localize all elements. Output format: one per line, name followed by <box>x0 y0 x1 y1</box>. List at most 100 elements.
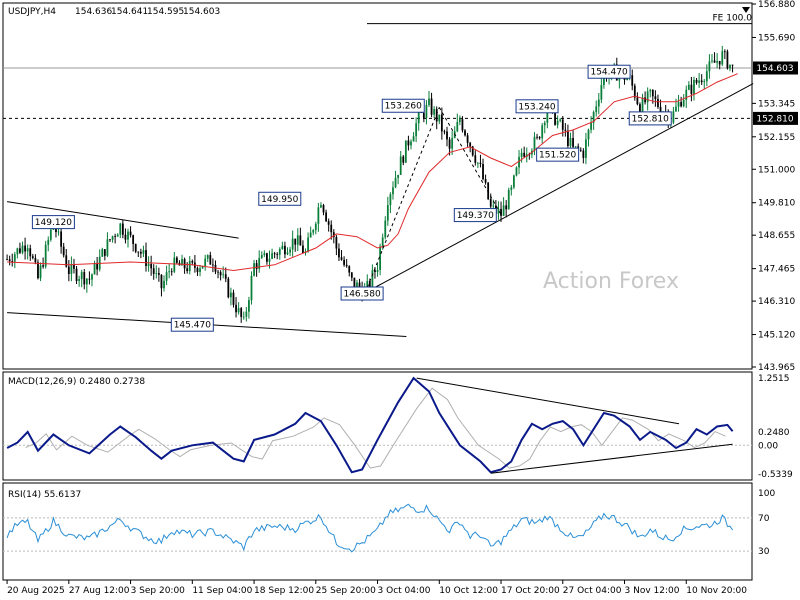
price-axis-label: 151.000 <box>758 165 795 175</box>
ohlc-close: 154.603 <box>183 7 220 17</box>
candle-body <box>585 139 587 158</box>
candle-body <box>219 272 222 276</box>
candle-body <box>512 175 515 188</box>
price-label-text: 149.950 <box>261 195 298 205</box>
candle-body <box>729 64 731 69</box>
macd-axis-label: 0.2480 <box>758 428 790 438</box>
candle-body <box>21 245 24 253</box>
candle-body <box>448 139 451 149</box>
candle-body <box>489 199 492 207</box>
candle-body <box>26 248 29 252</box>
candle-body <box>592 112 595 123</box>
price-axis-label: 146.310 <box>758 297 795 307</box>
price-label-box <box>31 215 75 230</box>
time-axis-label: 18 Sep 12:00 <box>254 586 314 596</box>
candle-body <box>160 274 163 289</box>
candle-body <box>358 282 361 289</box>
candle-body <box>399 156 402 175</box>
price-trendline <box>7 201 239 239</box>
candle-body <box>309 232 312 238</box>
candle-body <box>567 130 569 146</box>
candle-body <box>515 167 518 176</box>
candle-body <box>646 91 649 103</box>
price-axis-label: 155.690 <box>758 33 795 43</box>
candle-body <box>407 140 410 146</box>
candle-body <box>723 51 726 53</box>
price-trendline <box>361 83 754 295</box>
candle-body <box>379 246 382 270</box>
candle-body <box>60 231 63 247</box>
candle-body <box>230 292 232 298</box>
candle-body <box>121 223 124 235</box>
price-label-text: 146.580 <box>343 290 380 300</box>
candle-body <box>163 280 165 289</box>
candle-body <box>368 281 371 287</box>
candle-body <box>42 265 45 267</box>
candle-body <box>268 258 271 262</box>
macd-axis-label: -0.5339 <box>758 470 793 480</box>
candle-body <box>65 255 68 267</box>
candle-body <box>157 273 160 275</box>
rsi-axis-label: 100 <box>758 489 775 499</box>
candle-body <box>224 274 227 279</box>
price-label-text: 149.120 <box>35 218 72 228</box>
candle-body <box>685 89 688 100</box>
macd-line <box>6 376 734 474</box>
price-label-text: 152.810 <box>632 114 669 124</box>
candle-body <box>85 278 88 285</box>
time-axis-label: 10 Oct 12:00 <box>439 586 498 596</box>
key-level-badge <box>753 111 798 125</box>
candle-body <box>150 263 153 269</box>
price-label-box <box>628 111 672 126</box>
watermark: Action Forex <box>543 269 679 294</box>
candle-body <box>556 120 559 125</box>
price-axis-label: 143.965 <box>758 363 795 373</box>
candle-body <box>253 263 255 276</box>
candle-body <box>541 125 544 139</box>
candle-body <box>376 269 379 273</box>
candle-body <box>101 249 104 257</box>
candle-body <box>402 156 405 163</box>
collapse-triangle-icon[interactable] <box>742 7 750 13</box>
candle-body <box>474 155 477 163</box>
candle-body <box>80 272 83 280</box>
candle-body <box>430 98 433 115</box>
candle-body <box>497 208 500 214</box>
candle-body <box>726 51 729 69</box>
ema-line <box>7 73 738 272</box>
candle-body <box>211 264 214 266</box>
candle-body <box>199 268 201 272</box>
candle-body <box>37 262 39 279</box>
candle-body <box>471 146 474 156</box>
candle-body <box>487 182 490 200</box>
candle-body <box>165 272 168 281</box>
candle-body <box>438 114 441 122</box>
candle-body <box>695 79 698 83</box>
price-axis-label: 149.810 <box>758 199 795 209</box>
candle-body <box>91 274 93 280</box>
candle-body <box>314 223 317 231</box>
candle-body <box>389 194 392 206</box>
macd-axis: 1.2515 0.2480 0.00 -0.5339 <box>758 374 793 480</box>
macd-pane-frame <box>2 371 753 481</box>
time-axis-label: 3 Nov 12:00 <box>625 586 680 596</box>
candle-body <box>451 137 454 149</box>
price-label-box <box>381 98 425 113</box>
candle-body <box>443 131 446 133</box>
candle-body <box>458 119 461 122</box>
rsi-axis: 100 70 30 <box>758 489 775 557</box>
candle-body <box>533 136 536 151</box>
rsi-axis-label: 70 <box>758 514 770 524</box>
candle-body <box>708 61 711 72</box>
candle-body <box>425 104 428 118</box>
time-axis-label: 27 Aug 12:00 <box>69 586 130 596</box>
candle-body <box>170 271 173 273</box>
candle-body <box>422 112 425 118</box>
candle-body <box>302 245 304 254</box>
candle-body <box>34 257 37 263</box>
candle-body <box>690 84 693 94</box>
candle-body <box>338 248 340 258</box>
macd-axis-label: 1.2515 <box>758 374 790 384</box>
candle-body <box>507 189 510 210</box>
macd-trendline <box>416 377 680 425</box>
